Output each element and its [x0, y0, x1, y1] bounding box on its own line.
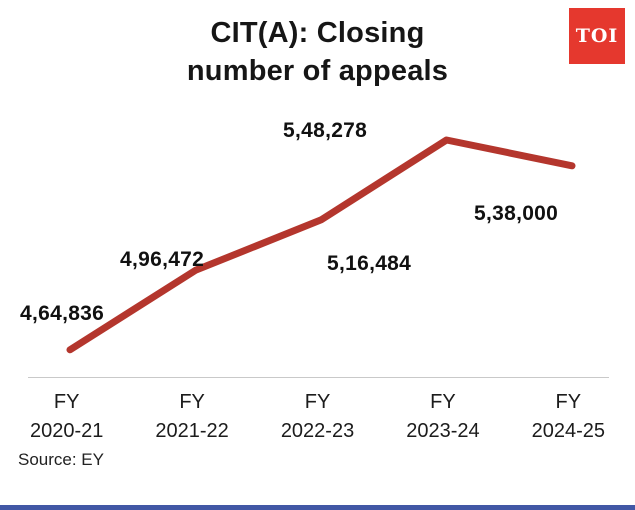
x-tick-fy-2024-25: FY 2024-25	[531, 391, 606, 442]
chart-title-line1: CIT(A): Closing	[210, 17, 425, 49]
data-label-fy-2024-25: 5,38,000	[474, 202, 559, 225]
x-tick-fy-2020-21: FY 2020-21	[30, 391, 104, 442]
x-axis-line	[28, 377, 609, 378]
x-axis-labels: FY 2020-21 FY 2021-22 FY 2022-23 FY 2023…	[4, 388, 631, 446]
x-tick-fy-2021-22: FY 2021-22	[155, 391, 229, 442]
source-note: Source: EY	[18, 450, 104, 469]
toi-logo-text: TOI	[575, 25, 619, 47]
data-label-fy-2021-22: 4,96,472	[120, 248, 205, 271]
chart-title-line2: number of appeals	[186, 55, 449, 87]
x-tick-fy-2023-24: FY 2023-24	[406, 391, 480, 442]
chart-title: CIT(A): Closing number of appeals	[0, 14, 635, 90]
data-label-fy-2023-24: 5,48,278	[283, 119, 368, 142]
bottom-accent-bar	[0, 505, 635, 510]
data-label-fy-2022-23: 5,16,484	[327, 252, 412, 275]
toi-logo: TOI	[569, 8, 625, 64]
series-line	[66, 136, 576, 354]
data-label-fy-2020-21: 4,64,836	[20, 302, 105, 325]
x-tick-fy-2022-23: FY 2022-23	[280, 391, 355, 442]
